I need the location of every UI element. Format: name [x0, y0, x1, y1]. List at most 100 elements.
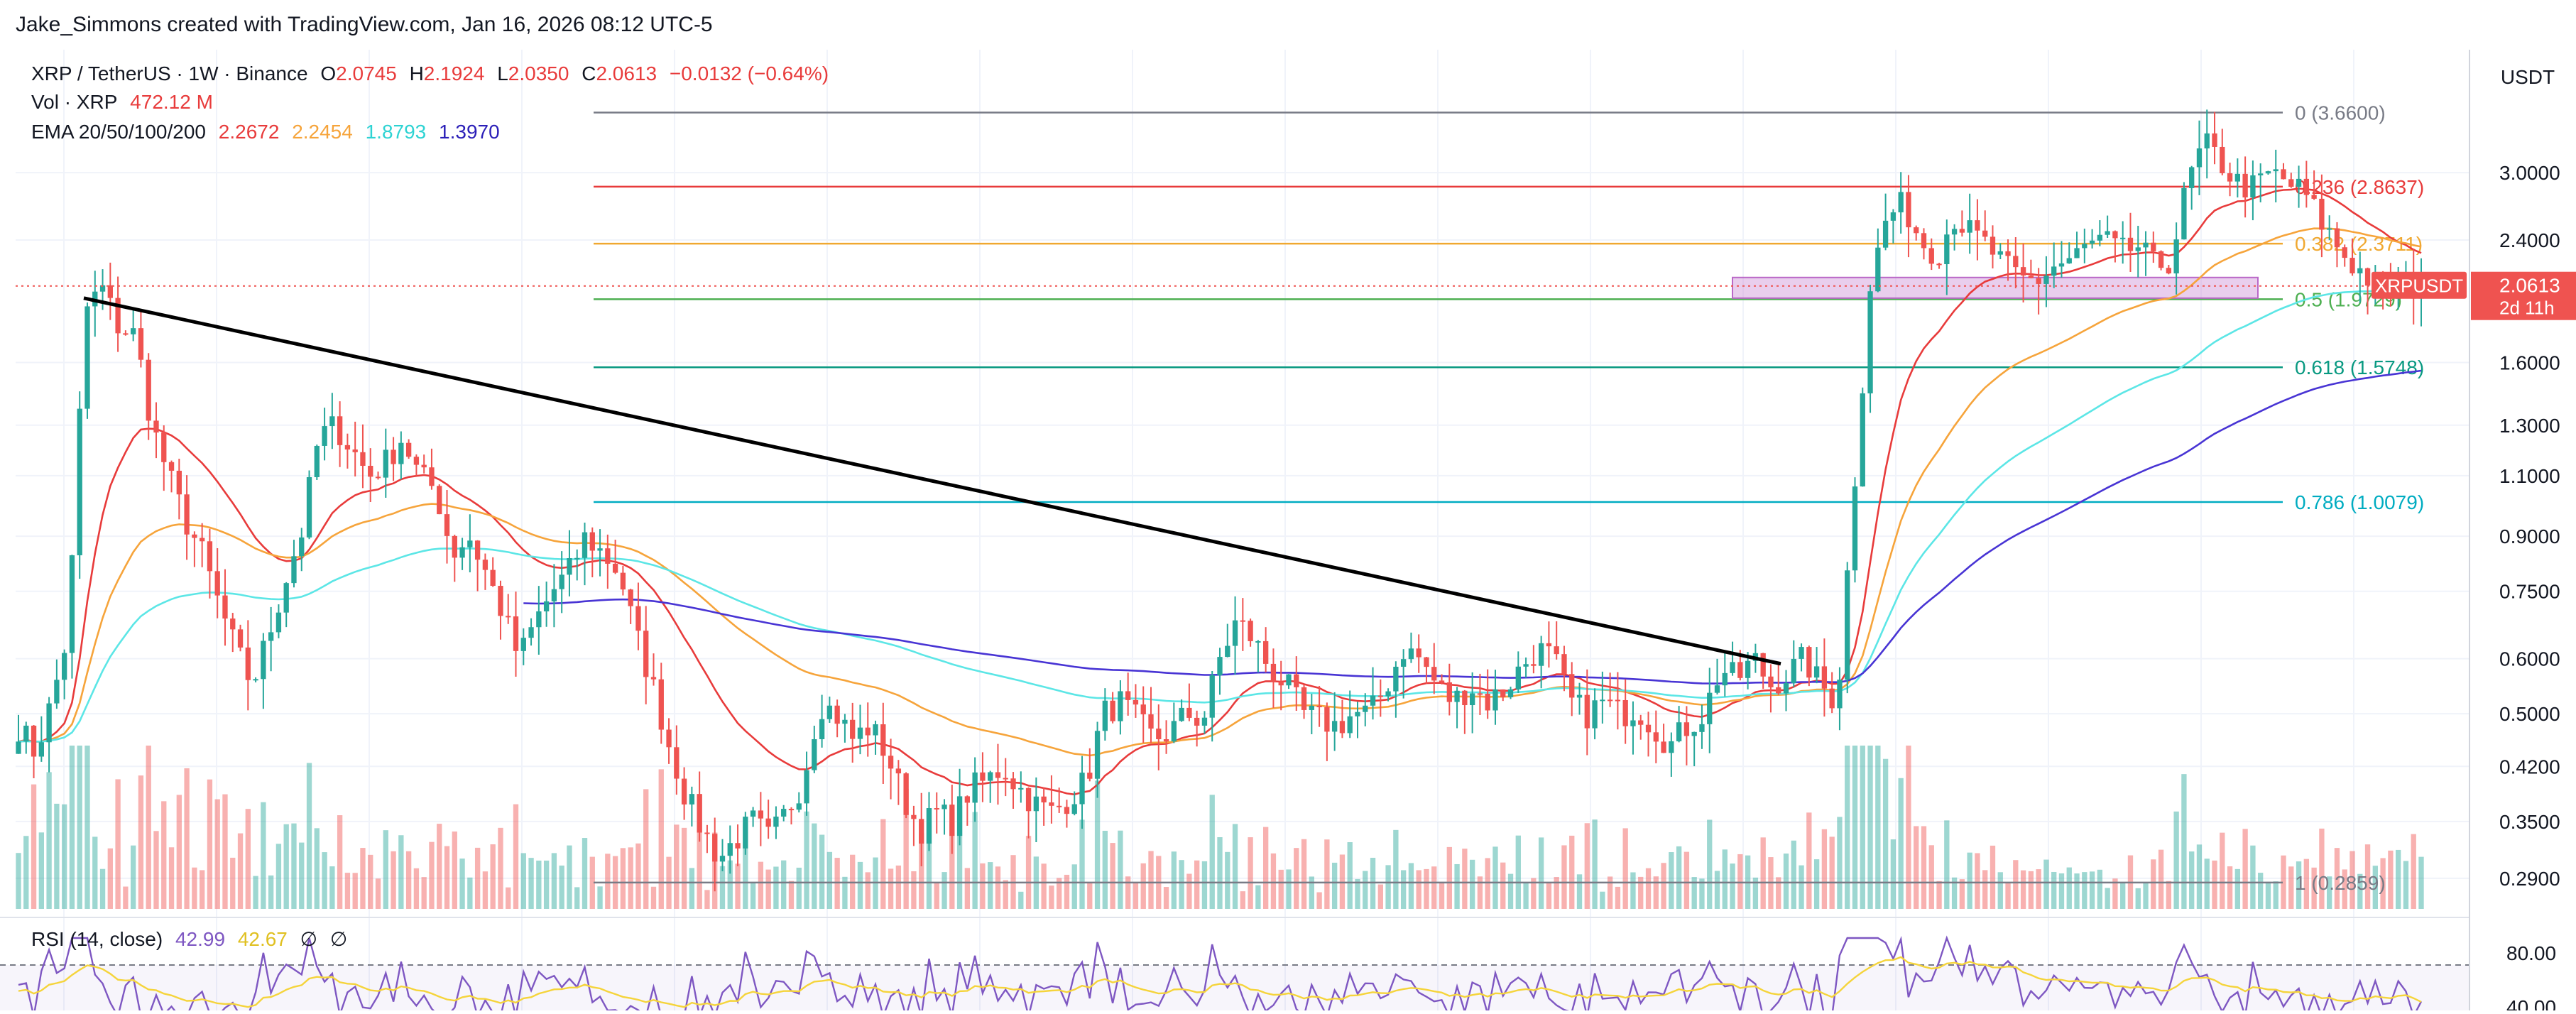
candle-body[interactable]: [1921, 233, 1927, 249]
candle-body[interactable]: [314, 445, 320, 477]
candle-body[interactable]: [1240, 620, 1245, 622]
candle-body[interactable]: [283, 583, 289, 613]
candle-body[interactable]: [1882, 220, 1889, 248]
candle-body[interactable]: [2311, 195, 2317, 199]
candle-body[interactable]: [1225, 645, 1230, 658]
candle-body[interactable]: [781, 809, 787, 817]
candle-body[interactable]: [352, 449, 358, 452]
candle-body[interactable]: [54, 680, 60, 704]
candle-body[interactable]: [1967, 220, 1972, 233]
candle-body[interactable]: [1837, 680, 1843, 709]
candle-body[interactable]: [322, 426, 327, 446]
candle-body[interactable]: [635, 606, 641, 631]
candle-body[interactable]: [620, 572, 626, 590]
candle-body[interactable]: [804, 770, 809, 804]
candle-body[interactable]: [1156, 729, 1162, 740]
candle-body[interactable]: [1408, 648, 1414, 660]
candle-body[interactable]: [934, 808, 939, 810]
candle-body[interactable]: [1990, 236, 1996, 255]
candle-body[interactable]: [123, 333, 129, 335]
candle-body[interactable]: [589, 532, 595, 551]
candle-body[interactable]: [1201, 717, 1208, 726]
candle-body[interactable]: [199, 538, 205, 542]
candle-body[interactable]: [1262, 640, 1269, 664]
candle-body[interactable]: [842, 719, 848, 724]
candle-body[interactable]: [1554, 646, 1559, 655]
candle-body[interactable]: [2342, 247, 2347, 258]
candle-body[interactable]: [1477, 693, 1483, 695]
rsi-line[interactable]: [18, 935, 2423, 1014]
candle-body[interactable]: [2135, 247, 2141, 251]
candle-body[interactable]: [1691, 731, 1697, 736]
candle-body[interactable]: [1255, 640, 1261, 643]
candle-body[interactable]: [1125, 691, 1131, 700]
candle-body[interactable]: [375, 476, 381, 479]
candle-body[interactable]: [2242, 173, 2248, 198]
candle-body[interactable]: [1316, 705, 1322, 707]
candle-body[interactable]: [146, 359, 151, 421]
candle-body[interactable]: [704, 832, 710, 834]
candle-body[interactable]: [482, 560, 489, 570]
candle-body[interactable]: [1248, 621, 1253, 641]
candle-body[interactable]: [1523, 664, 1529, 667]
candle-body[interactable]: [1829, 688, 1835, 709]
candle-body[interactable]: [1049, 802, 1054, 806]
candle-body[interactable]: [650, 677, 657, 680]
candle-body[interactable]: [1140, 704, 1146, 714]
candle-body[interactable]: [2334, 228, 2340, 248]
candle-body[interactable]: [1845, 570, 1850, 680]
candle-body[interactable]: [964, 796, 971, 803]
candle-body[interactable]: [796, 803, 802, 810]
symbol-tag[interactable]: [2372, 271, 2467, 299]
candle-body[interactable]: [1622, 699, 1628, 726]
candle-body[interactable]: [421, 464, 427, 468]
candle-body[interactable]: [520, 638, 526, 651]
candle-body[interactable]: [368, 466, 373, 477]
candle-body[interactable]: [2020, 267, 2026, 276]
candle-body[interactable]: [1768, 676, 1774, 687]
candle-body[interactable]: [84, 306, 90, 409]
candle-body[interactable]: [972, 772, 978, 803]
candle-body[interactable]: [1133, 699, 1139, 705]
candle-body[interactable]: [1446, 682, 1452, 702]
candle-body[interactable]: [750, 810, 756, 817]
candle-body[interactable]: [666, 729, 672, 748]
candle-body[interactable]: [2112, 231, 2118, 239]
candle-body[interactable]: [1676, 722, 1682, 741]
candle-body[interactable]: [628, 589, 633, 606]
candle-body[interactable]: [1936, 263, 1942, 266]
candle-body[interactable]: [1776, 687, 1781, 694]
candle-body[interactable]: [2281, 169, 2286, 180]
candle-body[interactable]: [1500, 689, 1506, 697]
candle-body[interactable]: [689, 794, 695, 805]
candle-body[interactable]: [474, 540, 481, 560]
candle-body[interactable]: [1309, 705, 1314, 710]
candle-body[interactable]: [1209, 675, 1215, 718]
candle-body[interactable]: [2196, 148, 2203, 168]
candle-body[interactable]: [490, 569, 496, 587]
candle-body[interactable]: [1485, 693, 1490, 711]
candle-body[interactable]: [719, 856, 726, 862]
candle-body[interactable]: [988, 772, 993, 781]
candle-body[interactable]: [138, 328, 144, 360]
candle-body[interactable]: [429, 467, 435, 486]
candle-body[interactable]: [2089, 240, 2095, 244]
candle-body[interactable]: [1424, 657, 1429, 667]
range-box[interactable]: [1732, 276, 2259, 299]
candle-body[interactable]: [1171, 721, 1177, 742]
candle-body[interactable]: [329, 416, 335, 427]
candle-body[interactable]: [834, 705, 840, 724]
candle-body[interactable]: [1661, 741, 1666, 753]
candle-body[interactable]: [1645, 724, 1652, 733]
candle-body[interactable]: [344, 445, 351, 450]
candle-body[interactable]: [2051, 266, 2057, 276]
candle-body[interactable]: [1025, 787, 1032, 812]
candle-body[interactable]: [2258, 173, 2264, 175]
candle-body[interactable]: [1615, 699, 1621, 702]
candle-body[interactable]: [1339, 721, 1346, 734]
ema100-line[interactable]: [18, 289, 2422, 743]
candle-body[interactable]: [2265, 171, 2271, 174]
candle-body[interactable]: [360, 452, 366, 467]
candle-body[interactable]: [2158, 251, 2164, 268]
candle-body[interactable]: [1607, 699, 1613, 702]
